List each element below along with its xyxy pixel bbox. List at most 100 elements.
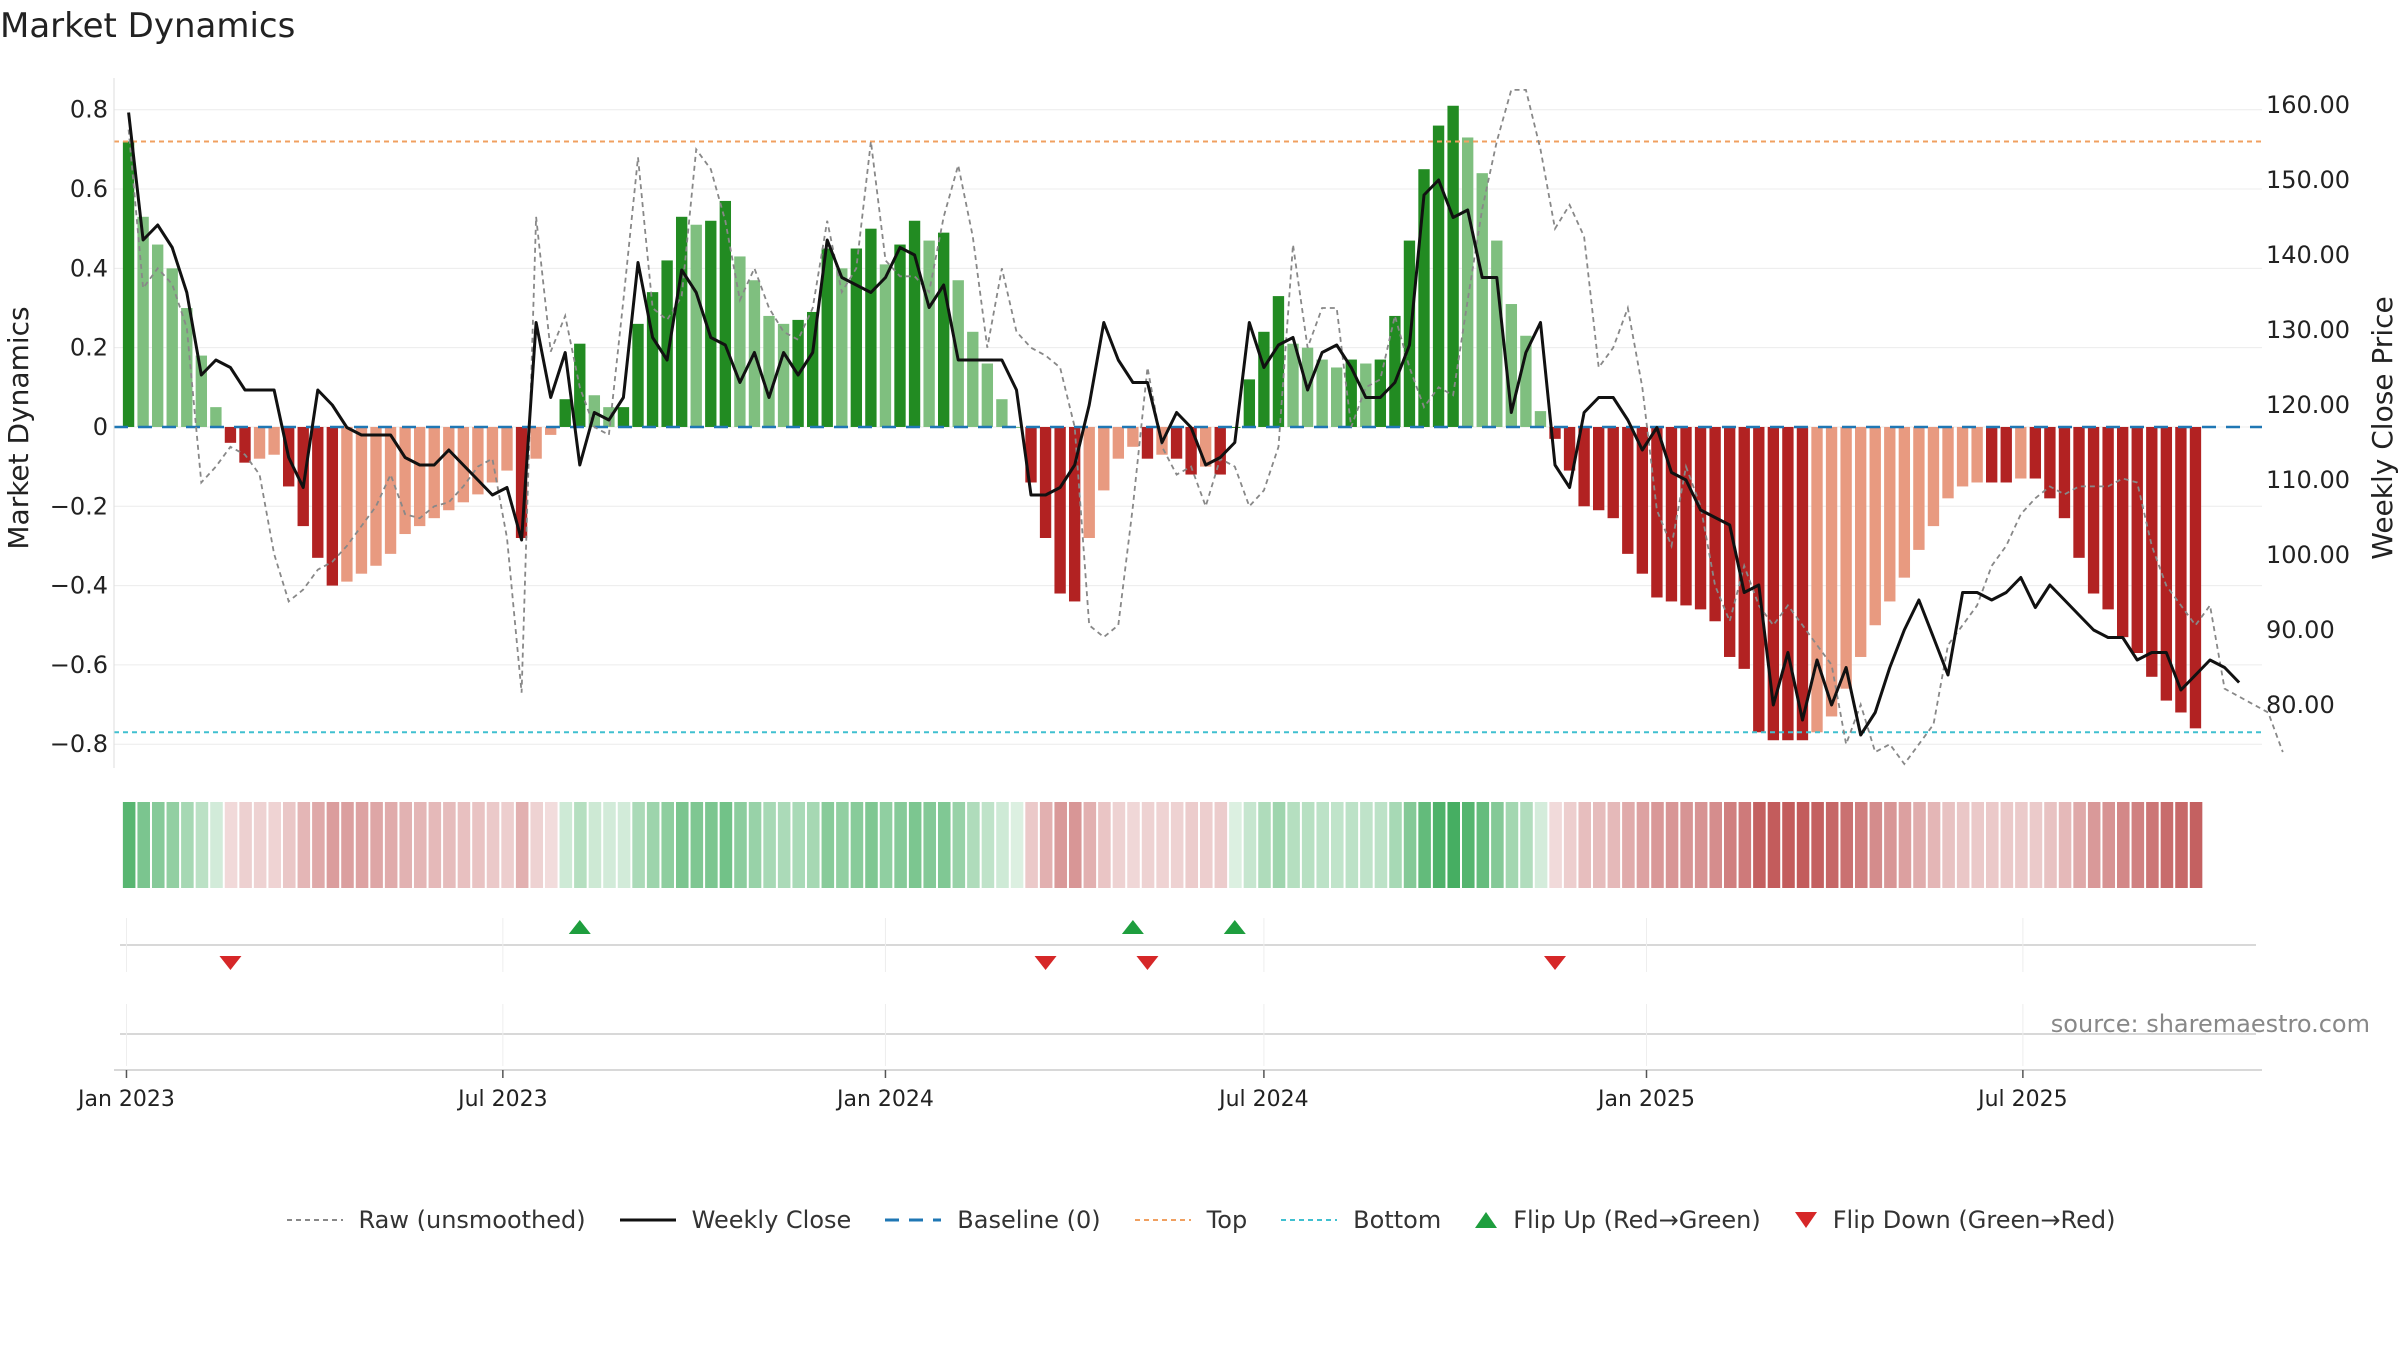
- regime-strip-cell: [1330, 802, 1344, 888]
- dynamics-bar: [1505, 304, 1518, 427]
- dynamics-bar: [981, 363, 994, 427]
- dynamics-bar: [1112, 426, 1125, 459]
- dynamics-bar: [1898, 426, 1911, 578]
- dynamics-bar: [850, 248, 863, 427]
- regime-strip-cell: [312, 802, 325, 888]
- dynamics-bar: [690, 224, 702, 427]
- x-axis: Jan 2023 Jul 2023 Jan 2024 Jul 2024 Jan 2025…: [76, 918, 2262, 1112]
- regime-strip-cell: [282, 802, 296, 888]
- regime-strip-cell: [1432, 802, 1446, 888]
- dynamics-bar: [413, 426, 426, 527]
- dynamics-bar: [2175, 426, 2187, 713]
- regime-strip-cell: [341, 802, 354, 888]
- dynamics-bar: [2058, 426, 2071, 519]
- regime-strip-cell: [981, 802, 995, 888]
- dynamics-bar: [530, 426, 542, 459]
- dynamics-bar: [1913, 426, 1925, 550]
- regime-strip-cell: [2058, 802, 2072, 888]
- dynamics-bar: [1272, 296, 1285, 427]
- regime-strip-cell: [559, 802, 573, 888]
- dynamics-bar: [908, 220, 921, 427]
- legend-item-baseline: Baseline (0): [883, 1206, 1101, 1234]
- regime-strip-cell: [1039, 802, 1053, 888]
- dynamics-bar: [1185, 426, 1197, 475]
- dynamics-bar: [1258, 331, 1270, 427]
- bottom-line-swatch-icon: [1281, 1219, 1338, 1221]
- y2-tick-label: 120.00: [2266, 391, 2350, 419]
- dynamics-bar: [879, 264, 892, 427]
- dynamics-bar: [501, 426, 513, 471]
- regime-strip-cell: [632, 802, 645, 888]
- dynamics-bar: [1607, 426, 1619, 519]
- dynamics-bar: [326, 426, 339, 586]
- regime-strip-cell: [574, 802, 587, 888]
- y-tick-label: −0.4: [50, 572, 108, 600]
- dynamics-bar: [486, 426, 499, 483]
- x-tick-label: Jan 2024: [835, 1087, 934, 1112]
- dynamics-bar: [2087, 426, 2100, 594]
- regime-strip-cell: [777, 802, 791, 888]
- dynamics-bar: [719, 200, 732, 427]
- dynamics-bar: [1432, 125, 1445, 427]
- dynamics-bar: [821, 248, 833, 427]
- dynamics-bar: [210, 407, 222, 427]
- dynamics-bar: [2146, 426, 2158, 677]
- dynamics-bar: [166, 268, 178, 427]
- dynamics-bar: [544, 426, 557, 435]
- legend-label: Bottom: [1353, 1206, 1442, 1234]
- dynamics-bar: [2102, 426, 2114, 610]
- axes-layer: 0.8 0.6 0.4 0.2 0 −0.2 −0.4 −0.6 −0.8 160.00 150.0…: [50, 78, 2350, 768]
- regime-strip-cell: [1549, 802, 1562, 888]
- dynamics-bar: [836, 268, 848, 427]
- regime-strip-cell: [355, 802, 369, 888]
- regime-strip-cell: [661, 802, 674, 888]
- regime-strip-cell: [1709, 802, 1722, 888]
- dynamics-bar: [1345, 359, 1357, 427]
- flip-down-marker: [1544, 956, 1567, 970]
- dynamics-bar: [297, 426, 309, 527]
- regime-strip-cell: [792, 802, 805, 888]
- regime-strip-cell: [1025, 802, 1038, 888]
- flip-up-marker: [568, 920, 591, 934]
- regime-strip-cell: [996, 802, 1009, 888]
- dynamics-bar: [1956, 426, 1969, 487]
- dynamics-bar: [937, 232, 950, 427]
- regime-strip-cell: [224, 802, 238, 888]
- regime-strip-cell: [2146, 802, 2159, 888]
- regime-strip-cell: [1753, 802, 1766, 888]
- regime-strip-cell: [1083, 802, 1097, 888]
- dynamics-bar: [967, 331, 979, 427]
- flip-down-marker: [219, 956, 242, 970]
- regime-strip-cell: [1345, 802, 1359, 888]
- regime-strip-cell: [384, 802, 398, 888]
- regime-strip-cell: [413, 802, 427, 888]
- dynamics-bar: [1010, 426, 1023, 428]
- regime-strip-cell: [1447, 802, 1460, 888]
- regime-strip-cell: [1272, 802, 1286, 888]
- dynamics-bar: [370, 426, 382, 566]
- dynamics-bar: [1738, 426, 1750, 669]
- regime-strip-cell: [443, 802, 456, 888]
- regime-strip-cell: [1170, 802, 1184, 888]
- flip-down-marker: [1136, 956, 1159, 970]
- dynamics-bar: [1243, 379, 1256, 427]
- dynamics-bar: [1724, 426, 1736, 657]
- dynamics-bar: [1651, 426, 1663, 598]
- regime-strip-cell: [1258, 802, 1271, 888]
- regime-strip-cell: [763, 802, 776, 888]
- regime-strip-cell: [1622, 802, 1635, 888]
- dynamics-bar: [1578, 426, 1590, 507]
- dynamics-bar: [1491, 240, 1503, 427]
- regime-strip-cell: [1301, 802, 1315, 888]
- triangle-down-icon: [1794, 1212, 1817, 1228]
- dynamics-bar: [137, 216, 149, 427]
- dynamics-bar: [1869, 426, 1881, 626]
- x-tick-label: Jul 2023: [456, 1087, 548, 1112]
- regime-strip-cell: [370, 802, 383, 888]
- regime-strip-cell: [1898, 802, 1912, 888]
- regime-strip-cell: [2044, 802, 2057, 888]
- dynamics-bar: [1694, 426, 1707, 610]
- dynamics-bar: [2131, 426, 2143, 653]
- regime-strip-cell: [1855, 802, 1868, 888]
- x-tick-label: Jan 2023: [76, 1087, 175, 1112]
